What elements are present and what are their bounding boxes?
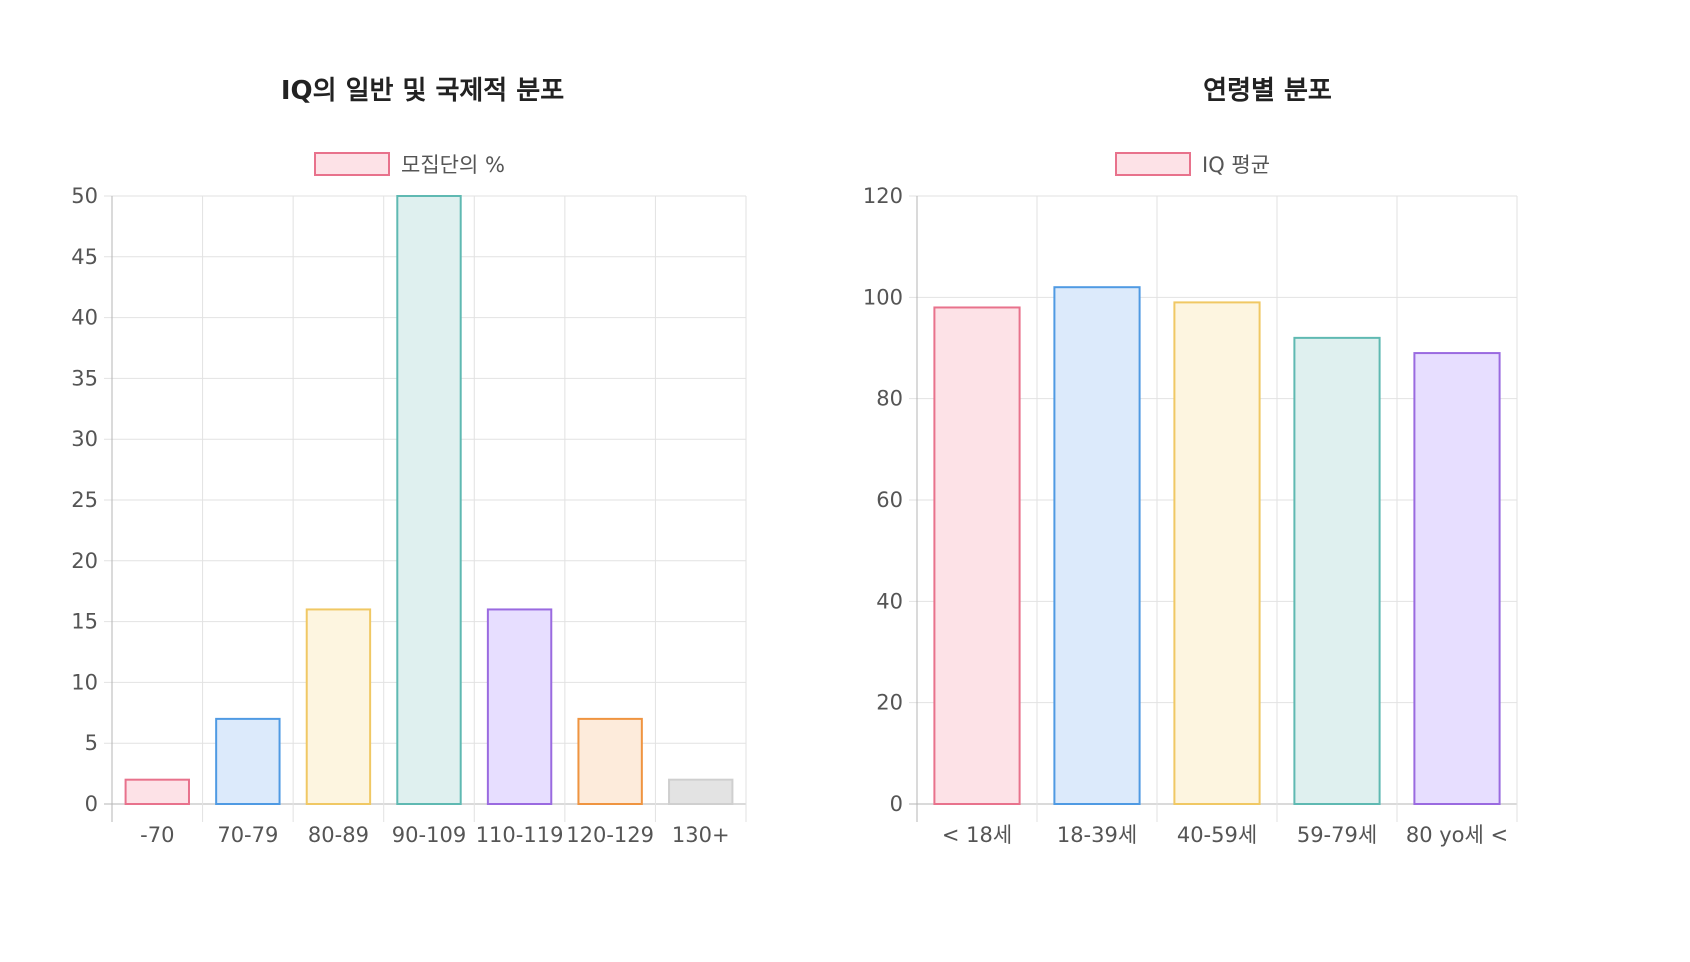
iq-distribution-plot: 0 5 10 15 20 25 30 35 40 45 50 -70 70-79 80-89 90-109 1… — [71, 152, 747, 847]
y-tick-label: 35 — [71, 366, 98, 390]
y-tick-label: 40 — [876, 589, 903, 613]
y-tick-label: 60 — [876, 488, 903, 512]
bar[interactable] — [1413, 352, 1501, 805]
x-tick-label: < 18세 — [942, 823, 1012, 847]
x-tick-label: -70 — [140, 823, 174, 847]
y-tick-label: 0 — [85, 792, 98, 816]
x-tick-label: 90-109 — [392, 823, 466, 847]
bar[interactable] — [1293, 336, 1381, 805]
age-distribution-chart: 연령별 분포 0 20 40 60 80 100 120 < 18세 18-39세 40-59세 5… — [845, 0, 1690, 962]
bar[interactable] — [933, 306, 1021, 805]
y-tick-label: 100 — [863, 285, 903, 309]
bar[interactable] — [305, 608, 372, 805]
legend-swatch[interactable] — [314, 152, 390, 176]
bar[interactable] — [215, 717, 281, 806]
y-tick-label: 40 — [71, 306, 98, 330]
chart-title: IQ의 일반 및 국제적 분포 — [280, 76, 565, 106]
y-tick-label: 20 — [71, 549, 98, 573]
bar[interactable] — [577, 717, 643, 806]
y-tick-label: 0 — [890, 792, 903, 816]
bar[interactable] — [1053, 286, 1141, 805]
bar[interactable] — [668, 778, 734, 805]
x-tick-label: 130+ — [672, 823, 730, 847]
y-tick-label: 50 — [71, 184, 98, 208]
bar[interactable] — [486, 608, 553, 805]
x-tick-label: 80 yo세 < — [1406, 823, 1508, 847]
y-tick-label: 10 — [71, 670, 98, 694]
legend-label[interactable]: IQ 평균 — [1202, 153, 1270, 177]
x-tick-label: 80-89 — [308, 823, 369, 847]
legend-label[interactable]: 모집단의 % — [401, 153, 505, 177]
y-tick-label: 5 — [85, 731, 98, 755]
chart-title: 연령별 분포 — [1203, 76, 1332, 106]
x-tick-label: 18-39세 — [1057, 823, 1137, 847]
legend-swatch[interactable] — [1115, 152, 1191, 176]
bar[interactable] — [1173, 301, 1261, 805]
bar[interactable] — [124, 778, 190, 805]
y-tick-label: 120 — [863, 184, 903, 208]
bar[interactable] — [396, 195, 462, 805]
x-tick-label: 120-129 — [566, 823, 654, 847]
y-tick-label: 25 — [71, 488, 98, 512]
x-tick-label: 70-79 — [217, 823, 278, 847]
y-tick-label: 45 — [71, 245, 98, 269]
x-tick-label: 40-59세 — [1177, 823, 1257, 847]
x-tick-label: 110-119 — [476, 823, 564, 847]
age-distribution-plot: 0 20 40 60 80 100 120 < 18세 18-39세 40-59세 59-79세 80… — [863, 152, 1518, 847]
iq-distribution-chart: IQ의 일반 및 국제적 분포 0 5 10 15 20 25 30 35 40 45 50 -70 7… — [71, 76, 747, 847]
y-tick-label: 20 — [876, 691, 903, 715]
x-tick-label: 59-79세 — [1297, 823, 1377, 847]
y-tick-label: 15 — [71, 610, 98, 634]
y-tick-label: 80 — [876, 387, 903, 411]
y-tick-label: 30 — [71, 427, 98, 451]
